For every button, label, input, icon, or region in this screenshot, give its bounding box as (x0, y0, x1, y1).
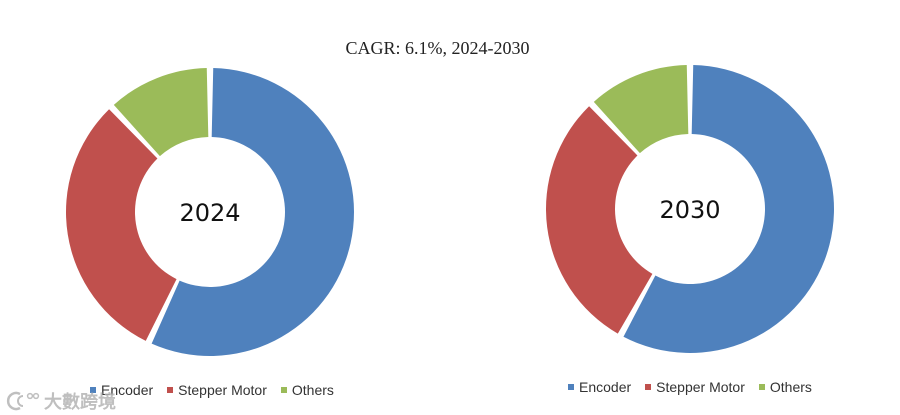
legend-marker-others (758, 384, 765, 390)
donut-slice-others (113, 68, 209, 157)
donut-slice-stepper-motor (546, 106, 653, 334)
legend-marker-encoder (568, 384, 574, 390)
legend-item-others: Others (280, 382, 334, 398)
watermark: 大數跨境 (6, 388, 116, 414)
legend-item-stepper-motor: Stepper Motor (167, 382, 267, 398)
watermark-text: 大數跨境 (44, 392, 116, 413)
donut-slice-stepper-motor (65, 109, 177, 341)
donut-chart-2030: 2030 (546, 65, 834, 354)
donut-center-label: 2030 (659, 196, 720, 224)
legend-item-others: Others (758, 379, 812, 395)
legend-label-stepper-motor: Stepper Motor (656, 379, 745, 395)
legend-label-encoder: Encoder (579, 379, 632, 395)
chart-title: CAGR: 6.1%, 2024-2030 (345, 38, 530, 58)
donut-slice-encoder (151, 68, 354, 357)
legend-label-others: Others (291, 382, 334, 398)
legend-2030: Encoder Stepper Motor Others (568, 379, 812, 395)
logo-icon (6, 391, 40, 411)
legend-marker-stepper-motor (167, 387, 174, 393)
legend-item-stepper-motor: Stepper Motor (645, 379, 745, 395)
donut-chart-2024: 2024 (65, 68, 354, 357)
legend-marker-stepper-motor (645, 384, 652, 390)
donut-slice-encoder (623, 65, 834, 354)
donut-center-label: 2024 (179, 199, 240, 227)
legend-label-stepper-motor: Stepper Motor (178, 382, 267, 398)
legend-marker-others (280, 387, 287, 393)
donut-slice-others (593, 65, 689, 154)
legend-label-others: Others (769, 379, 812, 395)
legend-marker-encoder (90, 387, 96, 393)
legend-item-encoder: Encoder (90, 382, 153, 398)
legend-item-encoder: Encoder (568, 379, 631, 395)
legend-label-encoder: Encoder (101, 382, 154, 398)
legend-2024: Encoder Stepper Motor Others (90, 382, 334, 398)
